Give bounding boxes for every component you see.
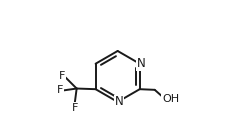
Text: F: F xyxy=(72,103,79,113)
Text: N: N xyxy=(137,57,146,70)
Text: N: N xyxy=(115,95,124,108)
Text: F: F xyxy=(59,71,66,81)
Text: F: F xyxy=(56,86,63,95)
Text: OH: OH xyxy=(162,94,179,104)
